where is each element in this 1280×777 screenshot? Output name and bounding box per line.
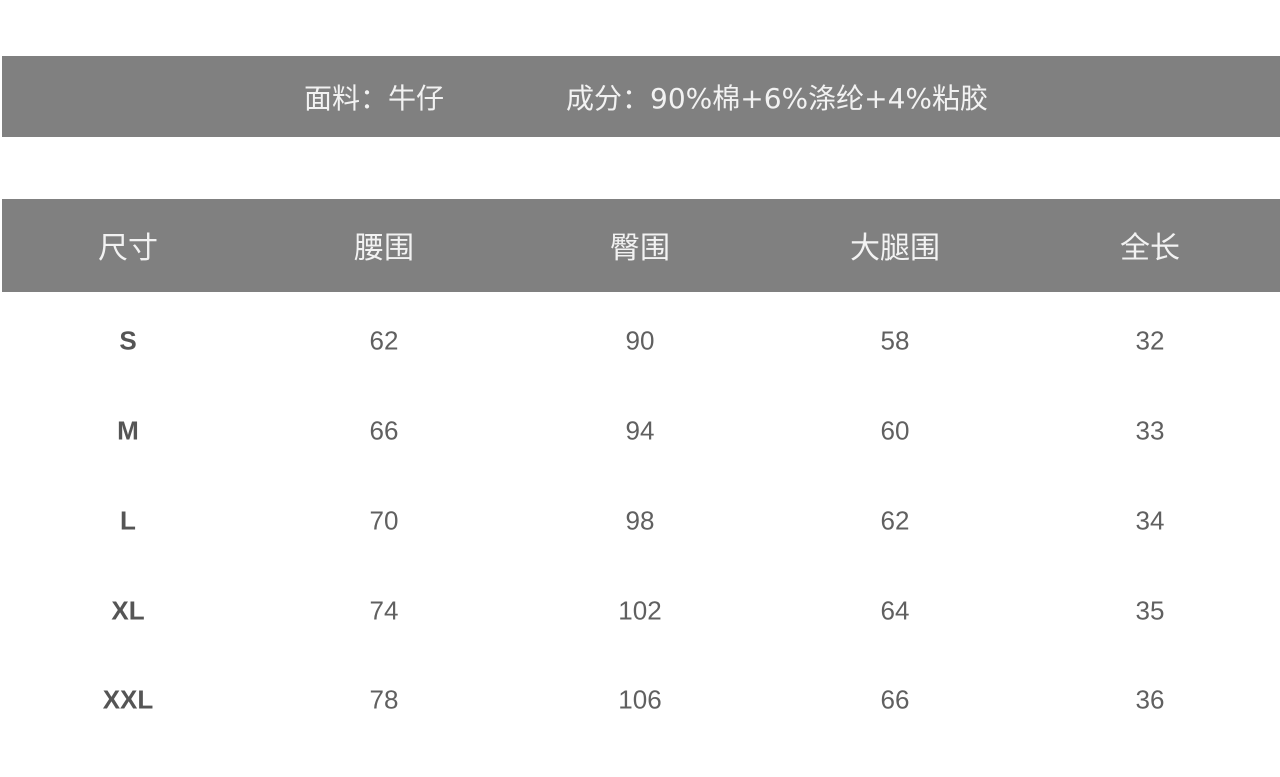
cell-thigh: 66 bbox=[880, 684, 910, 715]
cell-length: 34 bbox=[1135, 505, 1165, 536]
cell-thigh: 62 bbox=[880, 505, 910, 536]
cell-thigh: 64 bbox=[880, 595, 910, 626]
header-size: 尺寸 bbox=[98, 231, 158, 266]
cell-waist: 78 bbox=[369, 684, 399, 715]
cell-waist: 62 bbox=[369, 325, 399, 356]
cell-waist: 70 bbox=[369, 505, 399, 536]
header-waist: 腰围 bbox=[354, 231, 414, 266]
cell-size: M bbox=[117, 415, 139, 446]
cell-waist: 74 bbox=[369, 595, 399, 626]
header-thigh: 大腿围 bbox=[850, 231, 940, 266]
cell-thigh: 60 bbox=[880, 415, 910, 446]
cell-size: L bbox=[120, 505, 136, 536]
cell-hip: 98 bbox=[625, 505, 655, 536]
header-hip: 臀围 bbox=[610, 231, 670, 266]
cell-thigh: 58 bbox=[880, 325, 910, 356]
cell-size: XL bbox=[111, 595, 145, 626]
cell-length: 33 bbox=[1135, 415, 1165, 446]
fabric-material: 面料：牛仔 bbox=[304, 81, 445, 115]
cell-hip: 90 bbox=[625, 325, 655, 356]
fabric-info-bar: 面料：牛仔 成分：90%棉+6%涤纶+4%粘胶 bbox=[2, 56, 1280, 137]
size-table-header bbox=[2, 199, 1280, 292]
cell-hip: 102 bbox=[618, 595, 662, 626]
cell-length: 36 bbox=[1135, 684, 1165, 715]
cell-hip: 94 bbox=[625, 415, 655, 446]
cell-size: XXL bbox=[102, 684, 154, 715]
cell-length: 32 bbox=[1135, 325, 1165, 356]
cell-waist: 66 bbox=[369, 415, 399, 446]
cell-size: S bbox=[119, 325, 137, 356]
cell-hip: 106 bbox=[618, 684, 662, 715]
cell-length: 35 bbox=[1135, 595, 1165, 626]
fabric-composition: 成分：90%棉+6%涤纶+4%粘胶 bbox=[566, 81, 988, 115]
header-length: 全长 bbox=[1120, 231, 1180, 266]
